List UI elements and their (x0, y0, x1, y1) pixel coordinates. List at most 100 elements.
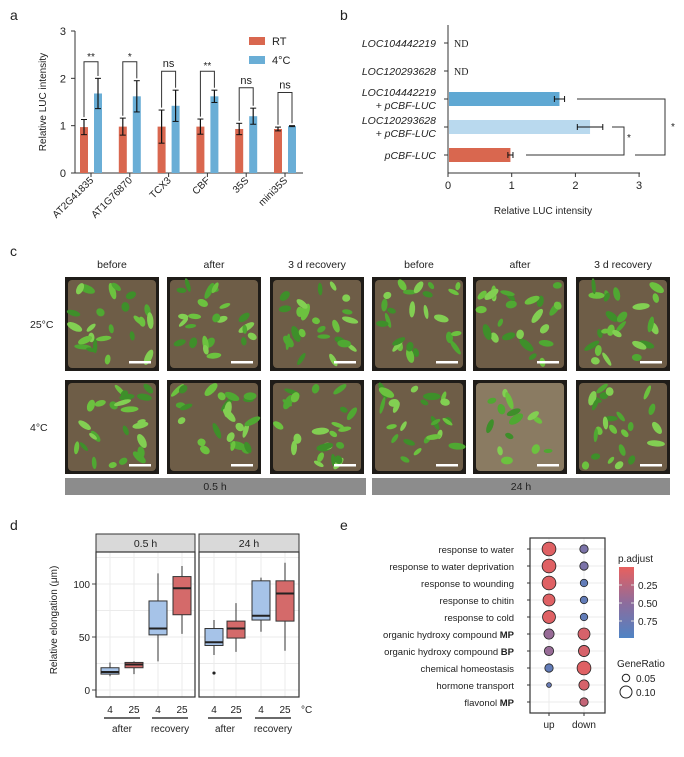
term-label-bold: MP (500, 698, 515, 709)
leaf (278, 305, 292, 313)
leaf (649, 282, 664, 294)
leaf (86, 347, 96, 353)
leaf (241, 337, 247, 346)
panel-label-b: b (340, 7, 348, 23)
leaf (78, 335, 93, 345)
leaf (178, 317, 189, 327)
duration-bar-0.5h (65, 478, 366, 495)
dot-up (541, 558, 557, 574)
leaf (652, 421, 662, 434)
significance-label: ns (240, 75, 252, 87)
term-label: hormone transport (436, 681, 514, 692)
significance-label: ns (279, 80, 291, 92)
soil (68, 280, 156, 368)
leaf (224, 401, 232, 418)
term-label-bold: MP (500, 630, 515, 641)
leaf (291, 325, 301, 342)
x-tick-label: up (543, 720, 555, 731)
leaf (329, 430, 338, 438)
leaf (643, 385, 651, 400)
leaf (244, 416, 261, 427)
column-header: 3 d recovery (594, 259, 653, 271)
leaf (531, 308, 543, 323)
leaf (602, 416, 609, 430)
leaf (89, 432, 97, 440)
leaf (132, 451, 146, 464)
leaf (400, 456, 410, 463)
leaf (202, 344, 209, 355)
leaf (339, 406, 348, 413)
plant-photo (167, 380, 261, 474)
leaf (331, 453, 336, 467)
leaf (616, 311, 628, 323)
not-detected-label: ND (454, 39, 468, 50)
box (204, 628, 224, 646)
leaf (434, 314, 449, 323)
leaf (177, 417, 186, 425)
dot-down (579, 578, 589, 588)
plant-photo (65, 277, 159, 371)
term-label: chemical homeostasis (421, 664, 515, 675)
leaf (614, 461, 624, 470)
size-legend-circle (619, 685, 633, 699)
bar-rt (157, 126, 166, 173)
column-header: before (404, 259, 434, 271)
term-label: response to wounding (421, 579, 514, 590)
leaf (120, 390, 129, 398)
significance-bracket (199, 70, 215, 117)
leaf (217, 392, 226, 401)
size-tick-label: 0.05 (636, 674, 656, 685)
leaf (403, 438, 415, 446)
bar-rt (196, 126, 205, 173)
leaf (238, 312, 250, 323)
leaf (449, 340, 461, 355)
term-label-text: flavonol (464, 698, 499, 709)
significance-label: ns (163, 58, 175, 70)
scale-bar (334, 361, 356, 364)
leaf (543, 448, 553, 453)
plant-photo (372, 277, 466, 371)
plot-border (529, 537, 606, 714)
leaf (391, 434, 399, 444)
leaf (594, 345, 602, 356)
leaf (552, 282, 562, 289)
leaf (505, 392, 514, 410)
category-label: LOC104442219 (362, 87, 436, 99)
dot-up (542, 610, 556, 624)
plant-photo (473, 277, 567, 371)
category-label: + pCBF-LUC (376, 100, 437, 112)
color-tick-label: 0.25 (638, 581, 658, 592)
leaf (136, 393, 152, 401)
leaf (596, 383, 608, 394)
scale-bar (231, 464, 253, 467)
leaf (313, 460, 324, 468)
leaf (298, 328, 306, 338)
leaf (96, 308, 105, 317)
dot-down (579, 595, 589, 605)
dot-down (579, 612, 589, 622)
dot-down (579, 561, 589, 571)
leaf (291, 440, 298, 456)
significance-label: ** (204, 61, 212, 72)
significance-bracket (238, 87, 254, 121)
box (226, 620, 246, 639)
significance-label: * (671, 122, 675, 133)
column-header: after (509, 259, 531, 271)
leaf (180, 403, 193, 411)
significance-bracket (577, 98, 666, 156)
leaf (599, 392, 609, 400)
x-tick-label: 4 (258, 705, 264, 716)
leaf (648, 403, 656, 416)
leaf (384, 312, 392, 328)
significance-bracket (161, 70, 177, 108)
term-label: organic hydroxy compound MP (383, 630, 515, 641)
leaf (197, 438, 206, 447)
scale-bar (537, 464, 559, 467)
bar-4c (288, 126, 296, 173)
leaf (505, 300, 517, 309)
leaf (317, 282, 323, 296)
leaf (104, 354, 111, 365)
leaf (422, 392, 441, 401)
leaf (331, 422, 344, 429)
leaf (383, 291, 392, 300)
